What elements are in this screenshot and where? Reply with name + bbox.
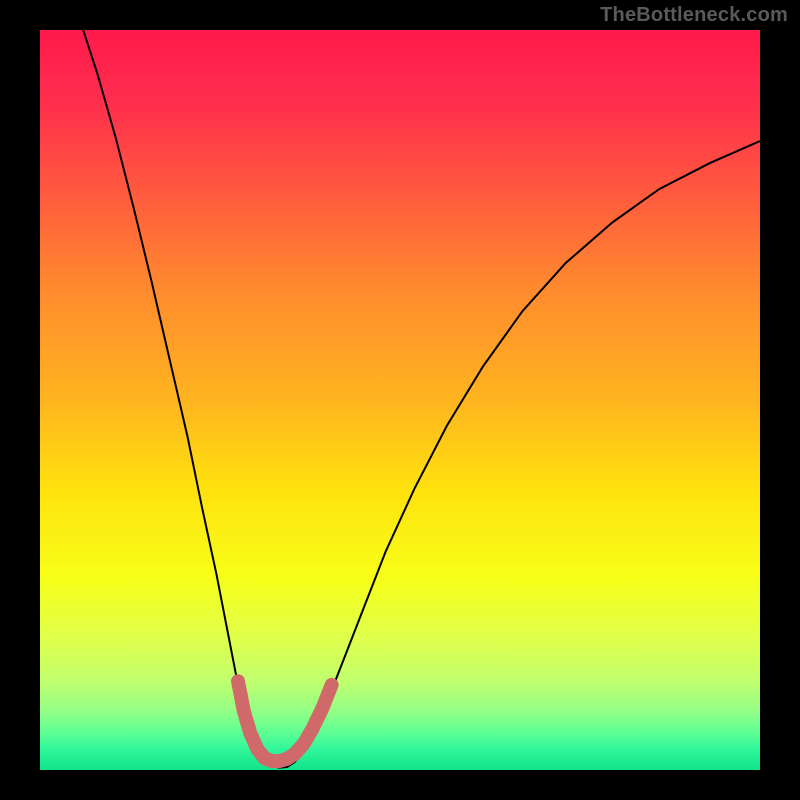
watermark-text: TheBottleneck.com — [600, 4, 788, 27]
bottleneck-curve — [83, 30, 760, 768]
plot-area — [40, 30, 760, 770]
chart-container: TheBottleneck.com — [0, 0, 800, 800]
vee-overlay — [238, 681, 332, 761]
curves-layer — [40, 30, 760, 770]
